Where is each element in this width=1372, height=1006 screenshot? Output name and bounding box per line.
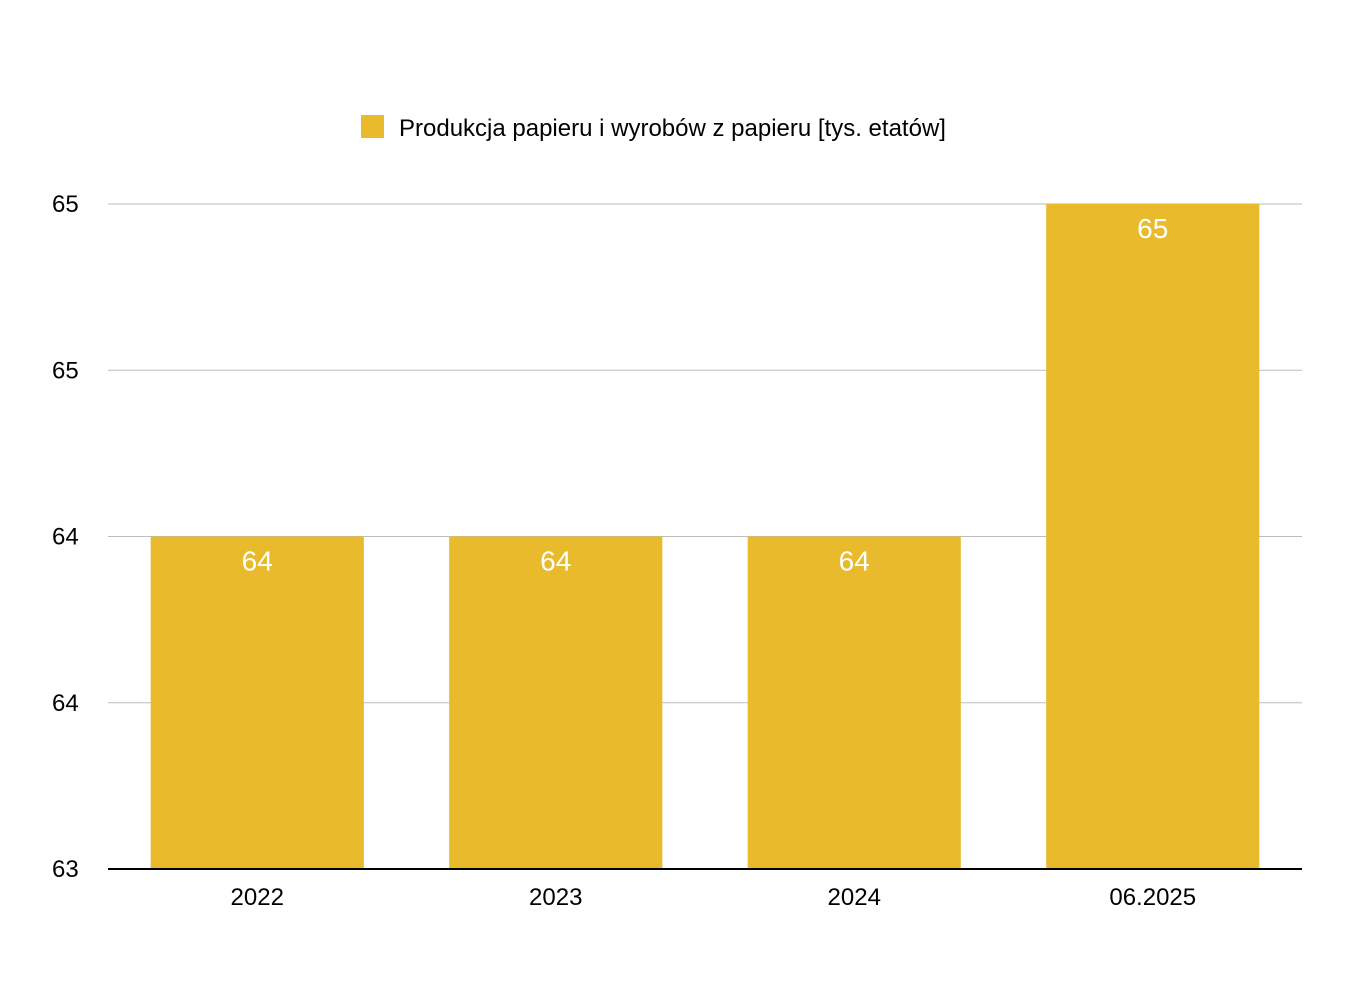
bars: 64 64 64 65 bbox=[150, 204, 1260, 869]
bar-2022 bbox=[150, 536, 364, 869]
x-tick-label: 2024 bbox=[828, 884, 881, 911]
legend: Produkcja papieru i wyrobów z papieru [t… bbox=[361, 115, 946, 142]
legend-swatch bbox=[361, 115, 384, 138]
y-tick-label: 65 bbox=[52, 357, 79, 384]
legend-label: Produkcja papieru i wyrobów z papieru [t… bbox=[399, 115, 946, 142]
y-axis-tick-labels: 63 64 64 65 65 bbox=[52, 191, 79, 883]
bar-value-label: 65 bbox=[1137, 213, 1168, 244]
x-tick-label: 2022 bbox=[231, 884, 284, 911]
bar-value-label: 64 bbox=[242, 546, 273, 577]
x-axis-tick-labels: 2022 2023 2024 06.2025 bbox=[231, 884, 1197, 911]
bar-2023 bbox=[449, 536, 663, 869]
bar-2024 bbox=[747, 536, 961, 869]
x-tick-label: 06.2025 bbox=[1109, 884, 1196, 911]
y-tick-label: 65 bbox=[52, 191, 79, 218]
bar-06.2025 bbox=[1046, 204, 1260, 869]
bar-value-label: 64 bbox=[540, 546, 571, 577]
bar-value-label: 64 bbox=[839, 546, 870, 577]
y-tick-label: 64 bbox=[52, 690, 79, 717]
y-tick-label: 63 bbox=[52, 856, 79, 883]
y-tick-label: 64 bbox=[52, 524, 79, 551]
x-tick-label: 2023 bbox=[529, 884, 582, 911]
